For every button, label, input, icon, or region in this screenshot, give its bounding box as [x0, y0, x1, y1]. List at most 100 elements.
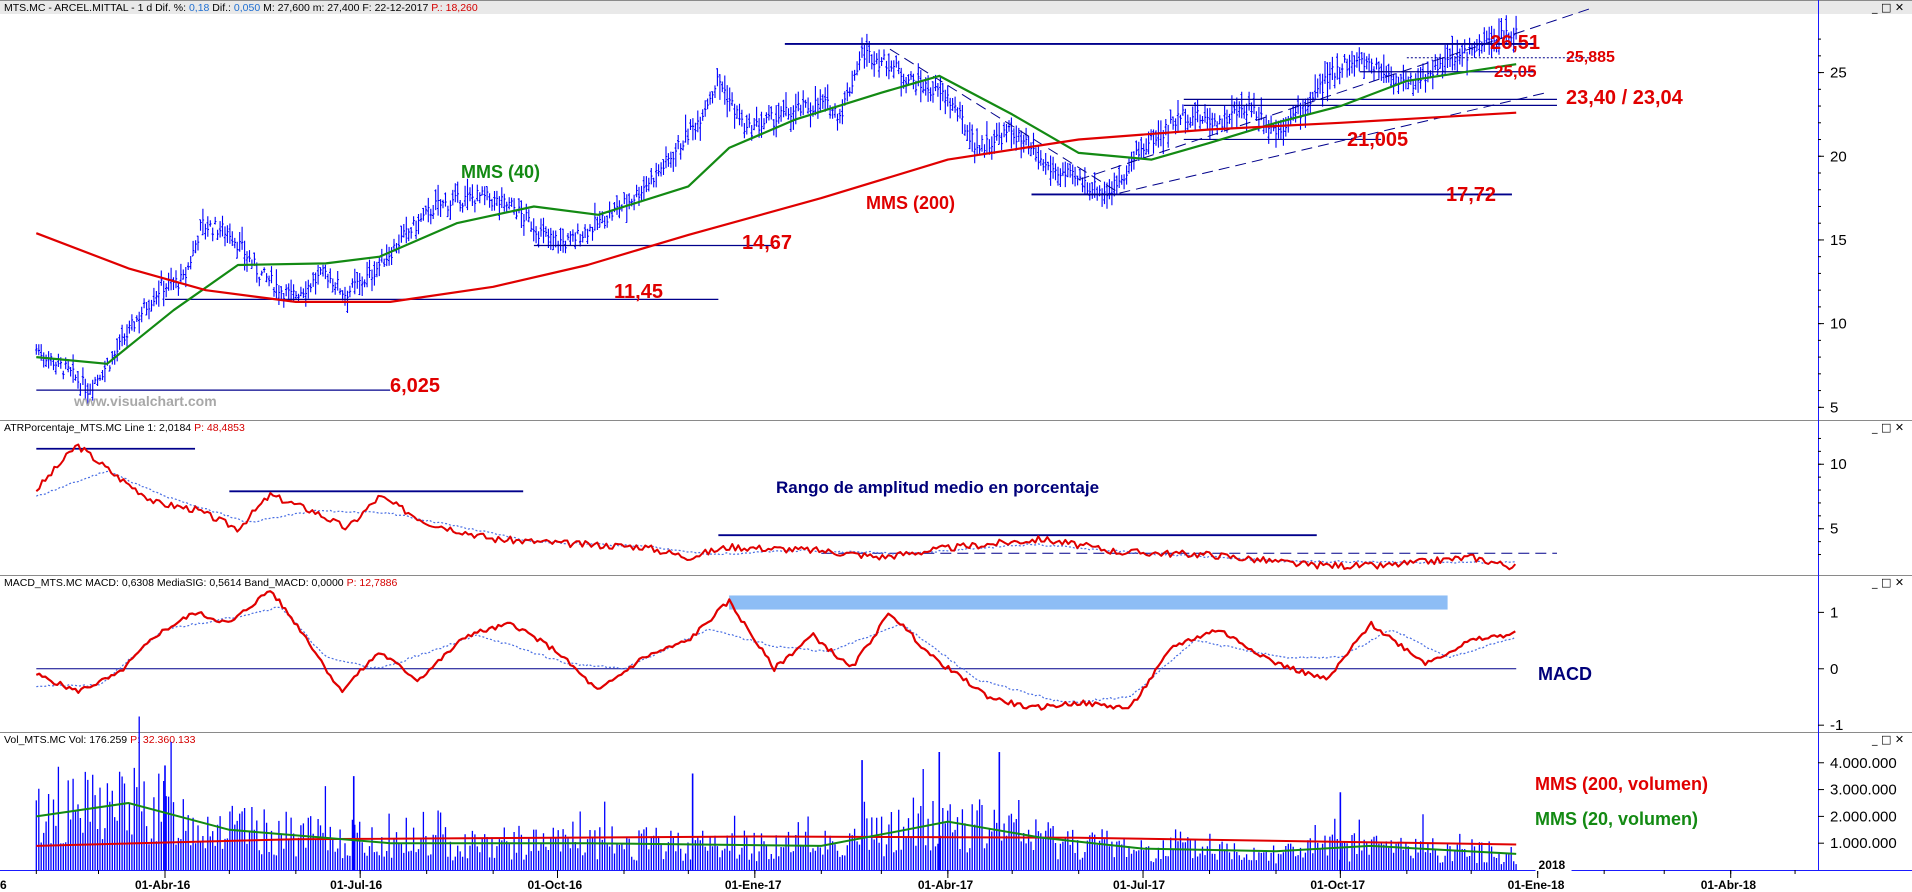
price-ohlc-bar [1507, 32, 1510, 42]
price-ohlc-bar [98, 374, 102, 381]
price-ohlc-bar [1279, 119, 1283, 140]
vol-y-tick-label: 2.000.000 [1830, 808, 1897, 825]
price-ohlc-bar [569, 231, 572, 246]
price-ohlc-bar [1323, 61, 1327, 84]
atr-header-part: P: 48,4853 [194, 422, 245, 434]
x-tick-label: 01-Ene-17 [725, 878, 782, 892]
price-ohlc-bar [664, 146, 668, 169]
price-ohlc-bar [407, 228, 410, 242]
price-y-tick-label: 20 [1830, 148, 1847, 165]
price-ohlc-bar [623, 192, 626, 205]
price-ohlc-bar [559, 227, 562, 251]
price-ohlc-bar [69, 367, 72, 377]
price-ohlc-bar [706, 98, 709, 110]
price-ohlc-bar [956, 107, 959, 122]
price-ohlc-bar [1198, 114, 1202, 130]
price-ohlc-bar [353, 268, 356, 295]
price-ohlc-bar [414, 220, 418, 240]
price-ohlc-bar [236, 241, 239, 259]
price-ohlc-bar [953, 96, 957, 113]
atr-window-buttons[interactable]: _ □ ✕ [1871, 421, 1904, 434]
price-ohlc-bar [432, 205, 435, 219]
price-ohlc-bar [1218, 115, 1221, 125]
price-ohlc-bar [716, 68, 719, 87]
price-ohlc-bar [1122, 174, 1126, 190]
price-ohlc-bar [1360, 52, 1363, 65]
price-ohlc-bar [826, 84, 829, 109]
price-ohlc-bar [978, 145, 981, 154]
price-ohlc-bar [863, 44, 866, 69]
price-ohlc-bar [615, 195, 619, 215]
price-ohlc-bar [363, 279, 366, 288]
price-window-buttons[interactable]: _ □ ✕ [1871, 1, 1904, 14]
price-ohlc-bar [348, 285, 352, 298]
price-ohlc-bar [1179, 114, 1182, 125]
price-ohlc-bar [674, 143, 677, 167]
price-ohlc-bar [1495, 38, 1498, 53]
x-tick-label: 01-Ene-18 [1508, 878, 1565, 892]
price-ohlc-bar [606, 215, 609, 228]
price-ohlc-bar [338, 288, 342, 295]
price-ohlc-bar [111, 351, 114, 365]
price-ohlc-bar [1512, 27, 1515, 53]
price-ohlc-bar [1039, 150, 1042, 166]
price-ohlc-bar [429, 208, 432, 225]
price-ohlc-bar [748, 113, 751, 128]
price-ohlc-bar [478, 192, 481, 204]
price-ohlc-bar [199, 219, 202, 231]
price-ohlc-bar [1345, 58, 1349, 78]
vol-window-buttons[interactable]: _ □ ✕ [1871, 733, 1904, 746]
price-ohlc-bar [424, 205, 428, 215]
price-ohlc-bar [267, 275, 271, 287]
volume-mms-20-label: MMS (20, volumen) [1535, 809, 1698, 829]
price-ohlc-bar [1505, 15, 1508, 44]
price-header-part: 0,050 [234, 2, 260, 14]
price-ohlc-bar [145, 302, 148, 316]
price-ohlc-bar [532, 218, 535, 242]
price-ohlc-bar [194, 240, 197, 254]
macd-y-tick-label: 1 [1830, 604, 1838, 621]
price-ohlc-bar [971, 124, 974, 152]
price-ohlc-bar [1228, 113, 1231, 124]
price-ohlc-bar [218, 221, 222, 238]
level-label: 17,72 [1446, 184, 1496, 206]
price-ohlc-bar [412, 216, 415, 226]
price-ohlc-bar [1223, 105, 1226, 131]
price-ohlc-bar [1326, 62, 1329, 102]
price-ohlc-bar [875, 53, 878, 65]
price-ohlc-bar [1343, 54, 1346, 63]
channel-trendline [1078, 8, 1590, 181]
macd-window-buttons[interactable]: _ □ ✕ [1871, 576, 1904, 589]
price-ohlc-bar [1341, 63, 1344, 78]
price-ohlc-bar [873, 51, 876, 77]
price-ohlc-bar [961, 105, 964, 134]
price-ohlc-bar [135, 315, 138, 322]
price-ohlc-bar [1353, 55, 1356, 77]
price-ohlc-bar [451, 189, 454, 206]
price-ohlc-bar [1431, 59, 1434, 90]
price-ohlc-bar [907, 74, 910, 85]
price-ohlc-bar [718, 74, 722, 100]
price-ohlc-bar [1478, 34, 1481, 57]
level-label: 14,67 [742, 232, 792, 254]
price-ohlc-bar [880, 57, 883, 66]
price-ohlc-bar [689, 119, 692, 130]
price-ohlc-bar [1314, 74, 1317, 101]
price-ohlc-bar [708, 91, 712, 105]
price-ohlc-bar [1064, 161, 1067, 188]
price-ohlc-bar [1113, 172, 1116, 197]
price-ohlc-bar [1301, 98, 1305, 117]
price-ohlc-bar [539, 218, 543, 237]
price-ohlc-bar [1412, 80, 1415, 96]
price-ohlc-bar [679, 143, 682, 160]
price-ohlc-bar [946, 85, 949, 107]
level-label: 25,885 [1566, 49, 1615, 66]
macd-highlight-band [729, 595, 1448, 610]
price-ohlc-bar [1125, 165, 1128, 185]
price-ohlc-bar [157, 280, 160, 307]
price-ohlc-bar [701, 109, 704, 121]
price-ohlc-bar [1338, 67, 1341, 85]
price-ohlc-bar [1468, 37, 1471, 55]
price-ohlc-bar [265, 273, 268, 283]
